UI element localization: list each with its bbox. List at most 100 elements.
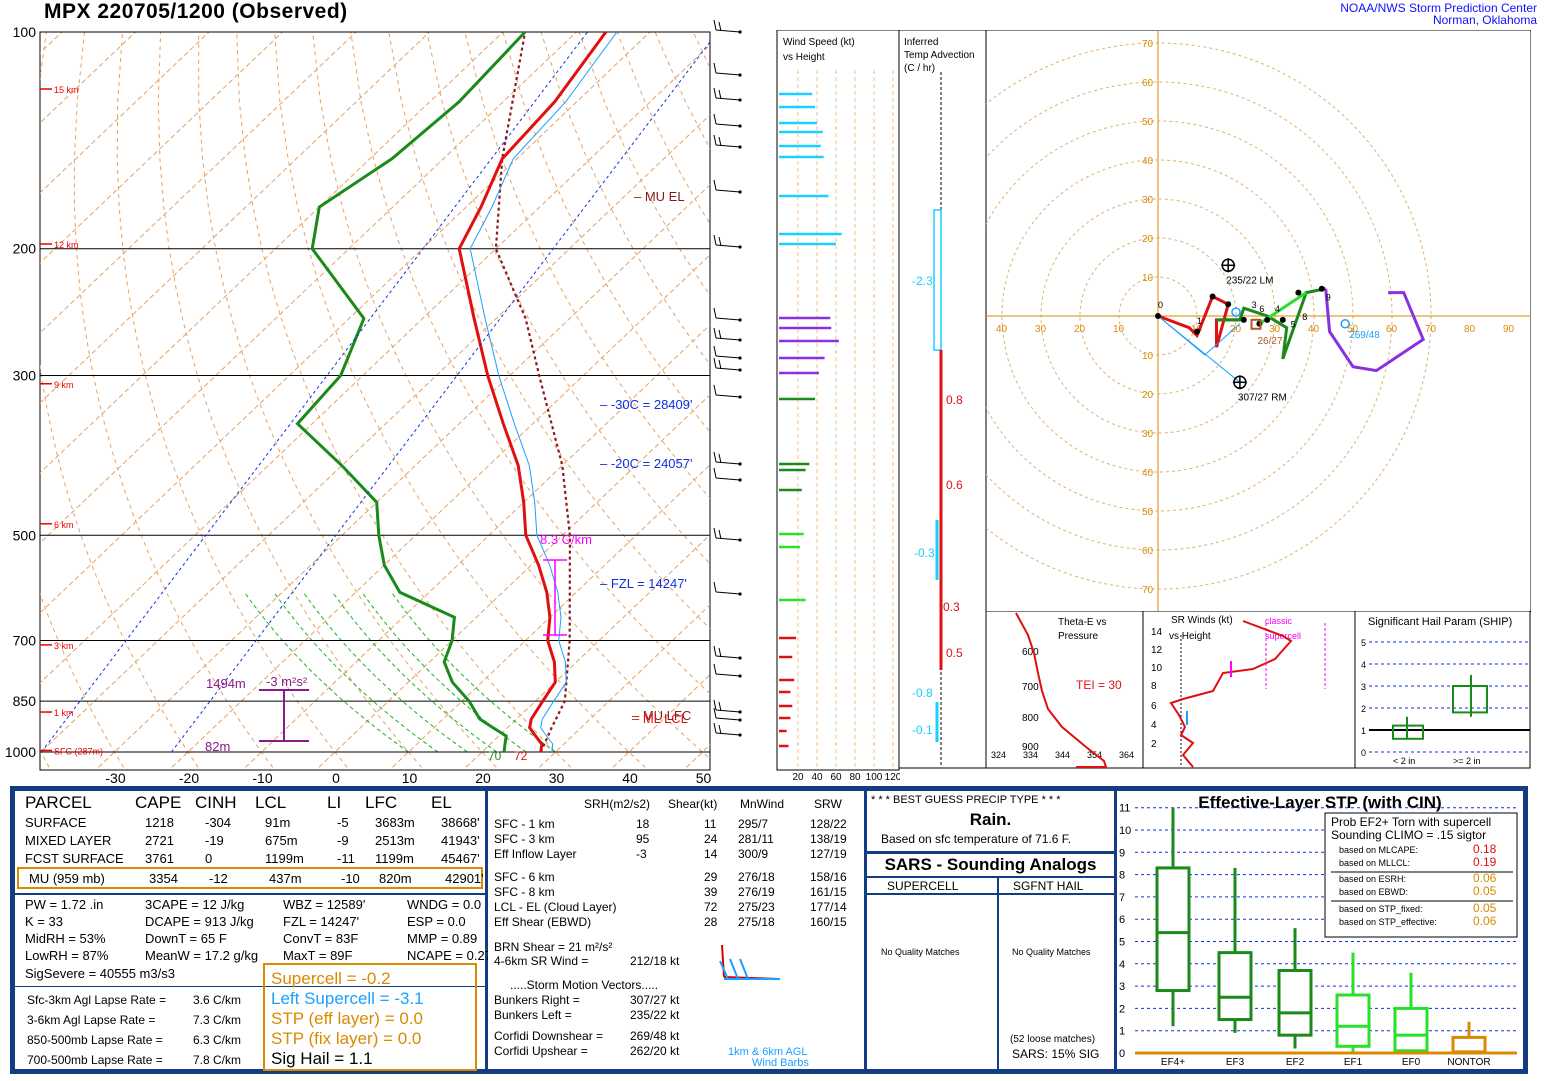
theta-e-x-label: 324 [991,750,1006,760]
wind-barb-dot [738,733,742,737]
eff-depth-2-label: 82m [205,739,230,754]
hodo-lm-label: 235/22 LM [1226,275,1273,286]
parcel-header-cell: LI [327,793,342,812]
precip-title: * * * BEST GUESS PRECIP TYPE * * * [871,794,1061,806]
hodo-ring-label: 10 [1142,351,1154,362]
hodo-x-label: 80 [1464,324,1476,335]
stp-box [1393,1006,1429,1053]
eff-depth-label: 1494m [206,676,246,691]
pressure-tick-label: 500 [13,527,37,543]
hodo-km-label: 9 [1326,292,1331,302]
temp-adv-value: -0.3 [914,546,935,560]
thermo-value: FZL = 14247' [283,914,360,929]
stp-prob-label: based on ESRH: [1339,874,1406,884]
kin-cell: LCL - EL (Cloud Layer) [494,900,617,914]
stp-y-label: 7 [1119,892,1125,904]
stp-y-label: 10 [1119,825,1131,837]
wind-barb-dot [738,73,742,77]
stp-prob-value: 0.05 [1473,884,1497,898]
stp-category: EF1 [1344,1057,1363,1068]
stp-box [1277,968,1313,1037]
temp-tick-label: 40 [622,770,638,786]
wind-barb [715,655,741,659]
temp-tick-label: 20 [475,770,491,786]
hodo-x-label: 20 [1230,324,1242,335]
temp-adv-value: 0.3 [943,600,960,614]
thermo-value: 3CAPE = 12 J/kg [145,897,245,912]
temp-adv-value: -0.8 [912,686,933,700]
parcel-header-cell: CAPE [135,793,182,812]
wind-barb [715,591,741,595]
sr-winds-chart: SR Winds (kt) vs Height 14 12 10 8 6 4 2 classi… [1143,611,1356,769]
dry-adiabat [198,32,497,768]
theta-e-y-label: 600 [1022,647,1039,658]
wind-barb-flag [718,647,722,658]
wind-barb [715,367,741,371]
wind-barb-dot [738,30,742,34]
kin-cell: 275/18 [738,915,775,929]
hodo-ring-label: 70 [1142,39,1154,50]
stp-prob-title-2: Sounding CLIMO = .15 sigtor [1331,828,1486,842]
stp-prob-value: 0.18 [1473,842,1497,856]
hodo-km-dot [1209,293,1216,300]
hodo-km-dot [1155,313,1161,319]
ws-tick-label: 80 [849,772,861,783]
parcel-cell: -304 [205,815,232,830]
kin-cell: 275/23 [738,900,775,914]
parcel-cell: 1199m [375,851,414,866]
barb-1km [721,944,725,978]
wind-barb [715,29,741,33]
ws-tick-label: 20 [792,772,804,783]
hodo-ring-label: 40 [1142,468,1154,479]
parcel-cell: 45467' [441,851,480,866]
parcel-cell: -10 [341,871,360,886]
parcel-row: MU (959 mb) 3354 -12 437m -10 820m 42901' [17,867,484,889]
hodo-ring-label: 50 [1142,117,1154,128]
temp-adv-value: -2.3 [912,274,933,288]
temp-adv-title-2: Temp Advection [904,50,975,61]
hodo-corfidi-up [1231,307,1241,317]
wind-barb-flag [718,724,722,735]
kin-cell: 39 [704,885,718,899]
ship-box-large [1452,685,1488,714]
brn-shear: BRN Shear = 21 m²/s² [494,940,613,954]
sr-y-label: 12 [1151,645,1163,656]
parcel-cell: 3354 [149,871,178,886]
sars-sig: SARS: 15% SIG [1012,1047,1100,1061]
kin-cell: Eff Shear (EBWD) [494,915,592,929]
wind-barb [715,317,741,321]
dry-adiabat [274,32,646,768]
org-line-1: NOAA/NWS Storm Prediction Center [1340,1,1537,15]
page-title: MPX 220705/1200 (Observed) [44,0,348,23]
kin-cell: 11 [704,817,717,831]
storm-motion-label: Bunkers Left = [494,1008,572,1022]
stp-y-label: 6 [1119,914,1125,926]
org-line-2: Norman, Oklahoma [1432,13,1537,27]
wind-barb-flag [713,345,717,357]
lapse-rate-label: 850-500mb Lapse Rate = [27,1033,163,1047]
wind-barb [715,97,741,101]
theta-e-chart: Theta-E vs Pressure 600 700 800 900 324 334 34… [986,611,1144,769]
storm-motion-label: Corfidi Downshear = [494,1029,604,1043]
isotherm-line [171,254,710,768]
stp-box [1217,951,1253,1022]
kin-cell: 300/9 [738,847,769,861]
hodo-km-dot [1295,289,1302,296]
kin-header: MnWind [740,797,785,811]
kin-cell: 138/19 [810,832,847,846]
barb-blue-1 [719,960,729,980]
stp-prob-value: 0.06 [1473,871,1497,885]
sr-winds-frame [1143,611,1356,769]
parcel-cell: 820m [379,871,412,886]
isotherm-line [318,394,710,768]
isotherm-line [539,604,710,768]
dry-adiabat [540,32,710,366]
sr-classic-label: classic [1265,616,1293,626]
hodo-km-label: 8 [1302,312,1307,322]
wind-barb-dot [738,356,742,360]
temp-adv-value: 0.6 [946,478,963,492]
hodo-trace-3-6km [1216,287,1326,360]
wind-barb [715,717,741,721]
hodo-x-label: 30 [1035,324,1047,335]
pressure-tick-label: 100 [13,24,37,40]
